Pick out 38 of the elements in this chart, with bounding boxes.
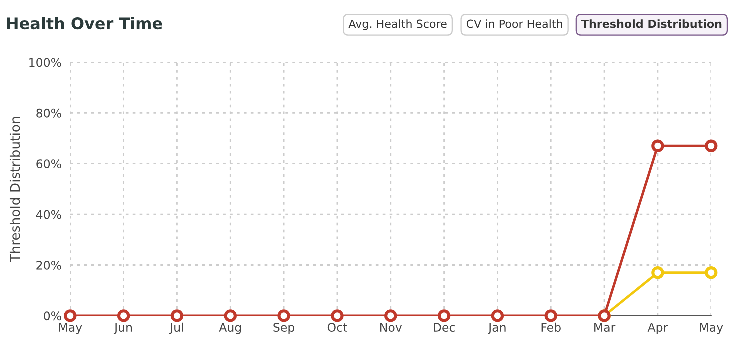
point xyxy=(64,310,77,322)
point xyxy=(544,310,558,322)
point xyxy=(491,310,504,322)
point xyxy=(170,310,184,322)
point xyxy=(117,310,130,322)
y-tick-label: 40% xyxy=(36,210,62,220)
point xyxy=(331,310,344,322)
text: Threshold Distribution xyxy=(581,20,722,28)
y-axis-title: Threshold Distribution xyxy=(10,117,20,262)
y-tick-label: 20% xyxy=(36,260,62,270)
point xyxy=(278,310,290,322)
x-tick-label: Dec xyxy=(434,323,455,332)
x-tick-label: Jun xyxy=(114,323,132,334)
text: Avg. Health Score xyxy=(348,20,447,30)
point xyxy=(652,140,664,152)
y-tick-label: 0% xyxy=(44,312,62,321)
x-tick-label: Nov xyxy=(380,323,402,332)
y-tick-label: 80% xyxy=(36,108,62,118)
x-tick-label: Oct xyxy=(328,323,348,332)
x-tick-label: May xyxy=(59,323,82,334)
x-tick-label: Apr xyxy=(648,323,668,334)
point xyxy=(705,266,718,280)
point xyxy=(652,266,664,280)
x-tick-label: May xyxy=(700,323,724,334)
x-tick-label: Jan xyxy=(488,323,506,334)
x-tick-label: Feb xyxy=(542,322,561,332)
chart-title: Health Over Time xyxy=(7,17,162,30)
y-tick-label: 100% xyxy=(30,58,62,68)
x-tick-label: Mar xyxy=(594,323,616,332)
text: CV in Poor Health xyxy=(466,20,562,28)
point xyxy=(438,310,451,322)
y-tick-label: 60% xyxy=(36,160,62,169)
x-tick-label: Aug xyxy=(219,323,242,334)
point xyxy=(384,310,398,322)
point xyxy=(224,310,237,322)
point xyxy=(705,140,718,152)
x-tick-label: Sep xyxy=(274,323,295,334)
x-tick-label: Jul xyxy=(169,322,184,334)
